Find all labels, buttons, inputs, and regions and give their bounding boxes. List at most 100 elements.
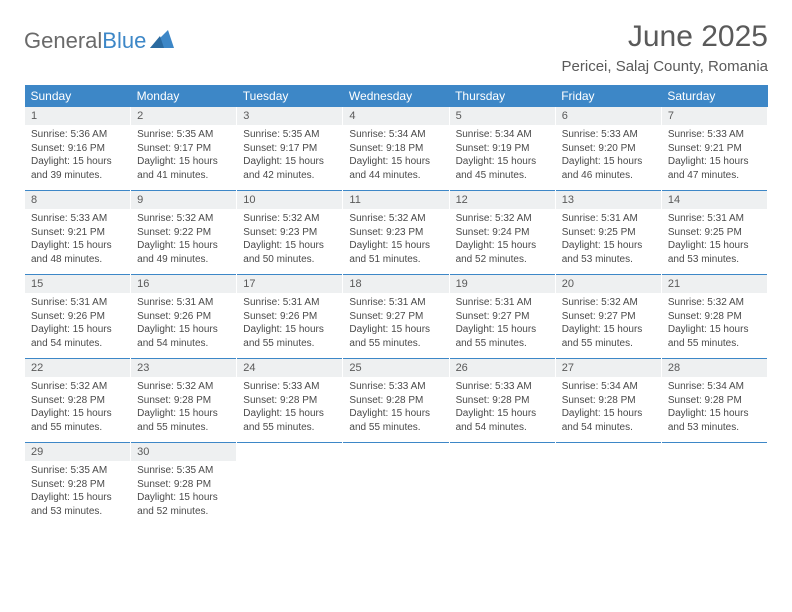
day-cell: 2Sunrise: 5:35 AMSunset: 9:17 PMDaylight…: [131, 107, 237, 191]
day-cell: 16Sunrise: 5:31 AMSunset: 9:26 PMDayligh…: [131, 275, 237, 359]
day-cell: 19Sunrise: 5:31 AMSunset: 9:27 PMDayligh…: [449, 275, 555, 359]
day-number: 16: [131, 275, 236, 293]
day-number: 10: [237, 191, 342, 209]
col-sunday: Sunday: [25, 85, 131, 107]
day-info: Sunrise: 5:35 AMSunset: 9:17 PMDaylight:…: [131, 125, 236, 190]
day-cell: 4Sunrise: 5:34 AMSunset: 9:18 PMDaylight…: [343, 107, 449, 191]
day-info: Sunrise: 5:33 AMSunset: 9:20 PMDaylight:…: [556, 125, 661, 190]
day-cell: 26Sunrise: 5:33 AMSunset: 9:28 PMDayligh…: [449, 359, 555, 443]
day-info: Sunrise: 5:35 AMSunset: 9:28 PMDaylight:…: [25, 461, 130, 526]
day-cell: [237, 443, 343, 527]
day-info: Sunrise: 5:32 AMSunset: 9:28 PMDaylight:…: [662, 293, 767, 358]
day-info: Sunrise: 5:31 AMSunset: 9:27 PMDaylight:…: [450, 293, 555, 358]
day-number: 14: [662, 191, 767, 209]
day-number: 27: [556, 359, 661, 377]
day-cell: [449, 443, 555, 527]
day-number: 18: [343, 275, 448, 293]
day-number: 13: [556, 191, 661, 209]
day-cell: 5Sunrise: 5:34 AMSunset: 9:19 PMDaylight…: [449, 107, 555, 191]
day-info: Sunrise: 5:32 AMSunset: 9:22 PMDaylight:…: [131, 209, 236, 274]
day-info: Sunrise: 5:34 AMSunset: 9:18 PMDaylight:…: [343, 125, 448, 190]
day-number: 20: [556, 275, 661, 293]
day-number: 30: [131, 443, 236, 461]
day-number: 22: [25, 359, 130, 377]
header-row: GeneralBlue June 2025: [24, 20, 768, 54]
day-info: Sunrise: 5:35 AMSunset: 9:17 PMDaylight:…: [237, 125, 342, 190]
day-cell: 18Sunrise: 5:31 AMSunset: 9:27 PMDayligh…: [343, 275, 449, 359]
day-number: 26: [450, 359, 555, 377]
day-info: Sunrise: 5:31 AMSunset: 9:25 PMDaylight:…: [556, 209, 661, 274]
weekday-header-row: Sunday Monday Tuesday Wednesday Thursday…: [25, 85, 768, 107]
day-cell: [555, 443, 661, 527]
day-number: 23: [131, 359, 236, 377]
day-info: Sunrise: 5:32 AMSunset: 9:24 PMDaylight:…: [450, 209, 555, 274]
day-number: 4: [343, 107, 448, 125]
day-number: 3: [237, 107, 342, 125]
day-info: Sunrise: 5:33 AMSunset: 9:21 PMDaylight:…: [662, 125, 767, 190]
day-info: Sunrise: 5:34 AMSunset: 9:28 PMDaylight:…: [662, 377, 767, 442]
day-number: 2: [131, 107, 236, 125]
day-info: Sunrise: 5:35 AMSunset: 9:28 PMDaylight:…: [131, 461, 236, 526]
day-number: 17: [237, 275, 342, 293]
day-cell: 1Sunrise: 5:36 AMSunset: 9:16 PMDaylight…: [25, 107, 131, 191]
day-cell: [661, 443, 767, 527]
day-cell: 22Sunrise: 5:32 AMSunset: 9:28 PMDayligh…: [25, 359, 131, 443]
logo-text-1: General: [24, 28, 102, 54]
day-info: Sunrise: 5:32 AMSunset: 9:23 PMDaylight:…: [343, 209, 448, 274]
col-friday: Friday: [555, 85, 661, 107]
col-thursday: Thursday: [449, 85, 555, 107]
day-cell: 27Sunrise: 5:34 AMSunset: 9:28 PMDayligh…: [555, 359, 661, 443]
col-saturday: Saturday: [661, 85, 767, 107]
day-cell: 10Sunrise: 5:32 AMSunset: 9:23 PMDayligh…: [237, 191, 343, 275]
day-cell: 21Sunrise: 5:32 AMSunset: 9:28 PMDayligh…: [661, 275, 767, 359]
col-wednesday: Wednesday: [343, 85, 449, 107]
day-cell: 15Sunrise: 5:31 AMSunset: 9:26 PMDayligh…: [25, 275, 131, 359]
day-number: 7: [662, 107, 767, 125]
day-cell: 8Sunrise: 5:33 AMSunset: 9:21 PMDaylight…: [25, 191, 131, 275]
calendar-table: Sunday Monday Tuesday Wednesday Thursday…: [24, 85, 768, 526]
logo-text-2: Blue: [102, 28, 146, 54]
week-row: 29Sunrise: 5:35 AMSunset: 9:28 PMDayligh…: [25, 443, 768, 527]
day-cell: 20Sunrise: 5:32 AMSunset: 9:27 PMDayligh…: [555, 275, 661, 359]
day-cell: 25Sunrise: 5:33 AMSunset: 9:28 PMDayligh…: [343, 359, 449, 443]
day-cell: 12Sunrise: 5:32 AMSunset: 9:24 PMDayligh…: [449, 191, 555, 275]
day-info: Sunrise: 5:32 AMSunset: 9:28 PMDaylight:…: [25, 377, 130, 442]
day-number: 5: [450, 107, 555, 125]
day-cell: 14Sunrise: 5:31 AMSunset: 9:25 PMDayligh…: [661, 191, 767, 275]
day-cell: [343, 443, 449, 527]
day-info: Sunrise: 5:31 AMSunset: 9:27 PMDaylight:…: [343, 293, 448, 358]
day-info: Sunrise: 5:34 AMSunset: 9:19 PMDaylight:…: [450, 125, 555, 190]
day-number: 29: [25, 443, 130, 461]
day-cell: 23Sunrise: 5:32 AMSunset: 9:28 PMDayligh…: [131, 359, 237, 443]
day-number: 15: [25, 275, 130, 293]
day-number: 11: [343, 191, 448, 209]
day-info: Sunrise: 5:33 AMSunset: 9:28 PMDaylight:…: [343, 377, 448, 442]
calendar-page: GeneralBlue June 2025 Pericei, Salaj Cou…: [0, 0, 792, 546]
day-number: 21: [662, 275, 767, 293]
day-cell: 11Sunrise: 5:32 AMSunset: 9:23 PMDayligh…: [343, 191, 449, 275]
week-row: 15Sunrise: 5:31 AMSunset: 9:26 PMDayligh…: [25, 275, 768, 359]
day-info: Sunrise: 5:31 AMSunset: 9:26 PMDaylight:…: [237, 293, 342, 358]
location-label: Pericei, Salaj County, Romania: [24, 58, 768, 75]
day-cell: 13Sunrise: 5:31 AMSunset: 9:25 PMDayligh…: [555, 191, 661, 275]
day-number: 24: [237, 359, 342, 377]
logo: GeneralBlue: [24, 28, 174, 54]
day-info: Sunrise: 5:33 AMSunset: 9:21 PMDaylight:…: [25, 209, 130, 274]
day-info: Sunrise: 5:31 AMSunset: 9:26 PMDaylight:…: [131, 293, 236, 358]
week-row: 22Sunrise: 5:32 AMSunset: 9:28 PMDayligh…: [25, 359, 768, 443]
day-info: Sunrise: 5:32 AMSunset: 9:27 PMDaylight:…: [556, 293, 661, 358]
day-cell: 6Sunrise: 5:33 AMSunset: 9:20 PMDaylight…: [555, 107, 661, 191]
day-number: 9: [131, 191, 236, 209]
day-cell: 17Sunrise: 5:31 AMSunset: 9:26 PMDayligh…: [237, 275, 343, 359]
logo-triangle-icon: [150, 28, 174, 54]
day-cell: 29Sunrise: 5:35 AMSunset: 9:28 PMDayligh…: [25, 443, 131, 527]
day-cell: 28Sunrise: 5:34 AMSunset: 9:28 PMDayligh…: [661, 359, 767, 443]
day-cell: 9Sunrise: 5:32 AMSunset: 9:22 PMDaylight…: [131, 191, 237, 275]
day-info: Sunrise: 5:31 AMSunset: 9:26 PMDaylight:…: [25, 293, 130, 358]
day-info: Sunrise: 5:31 AMSunset: 9:25 PMDaylight:…: [662, 209, 767, 274]
day-cell: 24Sunrise: 5:33 AMSunset: 9:28 PMDayligh…: [237, 359, 343, 443]
day-number: 28: [662, 359, 767, 377]
day-cell: 3Sunrise: 5:35 AMSunset: 9:17 PMDaylight…: [237, 107, 343, 191]
day-number: 12: [450, 191, 555, 209]
week-row: 8Sunrise: 5:33 AMSunset: 9:21 PMDaylight…: [25, 191, 768, 275]
